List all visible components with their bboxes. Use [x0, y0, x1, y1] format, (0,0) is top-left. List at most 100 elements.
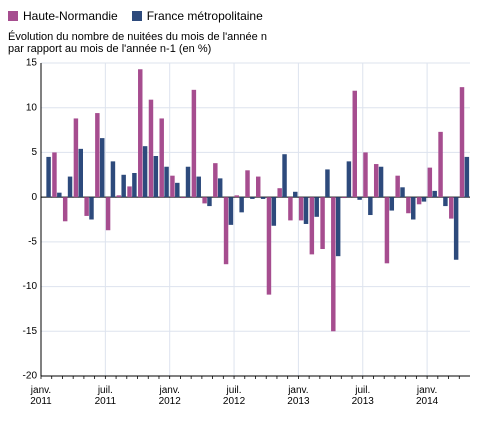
bar [373, 164, 379, 198]
bar [223, 197, 229, 265]
bar [266, 197, 272, 295]
bar [110, 161, 116, 198]
bar [293, 191, 298, 198]
bar [245, 170, 250, 198]
bar [389, 197, 395, 211]
bar [459, 87, 465, 198]
bar [449, 197, 454, 219]
y-tick-label: -20 [23, 371, 38, 382]
bar [52, 152, 57, 198]
bar [260, 197, 266, 199]
legend-label: Haute-Normandie [23, 9, 118, 23]
bar [148, 99, 154, 198]
bar [303, 197, 309, 224]
bar [400, 187, 405, 198]
legend-label: France métropolitaine [146, 9, 263, 23]
bar [180, 197, 186, 199]
legend-swatch [131, 11, 142, 21]
bar [105, 197, 111, 231]
bar [84, 197, 89, 216]
y-tick-label: 0 [31, 192, 37, 203]
bar [309, 197, 315, 255]
bar [443, 197, 448, 207]
bar [331, 197, 336, 332]
bar [89, 197, 94, 220]
y-tick-label: -15 [23, 326, 38, 337]
bar [57, 192, 62, 198]
bar [363, 152, 368, 198]
bar [99, 138, 105, 198]
bar [438, 131, 443, 198]
bar [421, 197, 427, 202]
bar [78, 148, 83, 198]
x-tick-label: janv. 2011 [30, 385, 52, 407]
bar [191, 89, 197, 198]
legend-swatch [8, 11, 18, 21]
legend-item: France métropolitaine [131, 9, 263, 23]
bar [121, 174, 126, 198]
subtitle: Évolution du nombre de nuitées du mois d… [8, 31, 267, 55]
bar [368, 197, 373, 216]
bar [228, 197, 234, 225]
bar [432, 190, 437, 198]
bar [256, 176, 261, 198]
bar [234, 195, 240, 198]
bar [384, 197, 390, 264]
bar [378, 166, 384, 198]
x-tick-label: juil. 2013 [351, 385, 374, 407]
bar [416, 197, 422, 205]
x-tick-label: janv. 2012 [158, 385, 181, 407]
bar [46, 156, 51, 198]
bar [170, 175, 175, 198]
y-tick-label: 10 [26, 102, 38, 113]
bar [352, 90, 357, 198]
bar [207, 197, 212, 207]
bar [217, 178, 223, 198]
y-tick-label: 15 [26, 58, 38, 69]
bar [427, 167, 433, 198]
y-tick-label: 5 [31, 147, 37, 158]
bar [62, 197, 68, 222]
bar [271, 197, 277, 226]
x-tick-label: juil. 2011 [94, 385, 117, 407]
bar [395, 175, 400, 198]
bar [250, 197, 255, 199]
bar [138, 69, 143, 198]
bar [164, 166, 169, 198]
y-tick-label: -5 [28, 236, 37, 247]
x-tick-label: janv. 2013 [287, 385, 310, 407]
bar [239, 197, 244, 213]
bar [196, 176, 201, 198]
bar [325, 169, 330, 198]
bar [335, 197, 341, 257]
bar [127, 186, 132, 198]
bar [341, 197, 347, 199]
x-tick-label: juil. 2012 [222, 385, 246, 407]
bar [202, 197, 207, 204]
bar [411, 197, 416, 220]
bar [175, 182, 180, 198]
x-tick-label: janv. 2014 [415, 385, 439, 407]
bar [298, 197, 304, 221]
bar [159, 118, 164, 198]
subtitle-line: Évolution du nombre de nuitées du mois d… [8, 31, 267, 43]
bar [357, 197, 362, 200]
bar [67, 176, 73, 198]
bar [213, 163, 218, 198]
bar [142, 146, 148, 198]
bar [314, 197, 319, 217]
bar [73, 118, 79, 198]
bar [406, 197, 411, 214]
legend: Haute-Normandie France métropolitaine [8, 9, 263, 23]
bar [453, 197, 459, 260]
bar [464, 156, 470, 198]
bar [277, 188, 282, 198]
bar [185, 166, 191, 198]
bar [132, 172, 137, 198]
bar [346, 161, 352, 198]
bar [153, 156, 159, 198]
bar [95, 113, 100, 198]
bar [320, 197, 325, 250]
